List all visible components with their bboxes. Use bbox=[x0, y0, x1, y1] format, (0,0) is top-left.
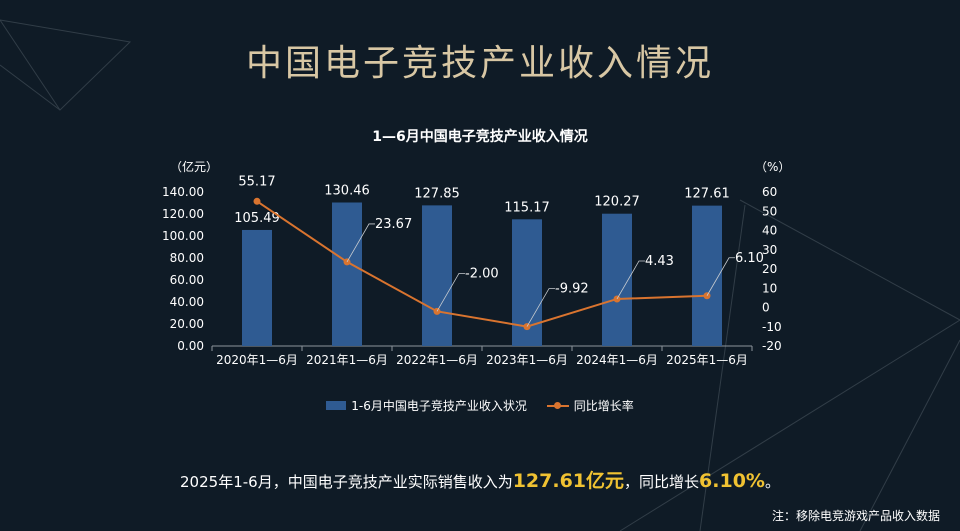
legend-label-revenue: 1-6月中国电子竞技产业收入状况 bbox=[351, 399, 527, 413]
summary-rate: 6.10% bbox=[699, 470, 765, 492]
y2-tick-label: 40 bbox=[762, 224, 777, 238]
x-tick-label: 2024年1—6月 bbox=[576, 353, 658, 367]
y2-tick-label: 10 bbox=[762, 281, 777, 295]
growth-value-label: 23.67 bbox=[375, 217, 412, 232]
summary-prefix: 2025年1-6月，中国电子竞技产业实际销售收入为 bbox=[180, 473, 513, 491]
y-tick-label: 100.00 bbox=[162, 229, 204, 243]
bar bbox=[692, 205, 722, 346]
y2-tick-label: 30 bbox=[762, 243, 777, 257]
growth-leader-line bbox=[346, 223, 375, 263]
bar bbox=[422, 205, 452, 346]
y2-tick-label: -10 bbox=[762, 320, 782, 334]
bar-value-label: 127.85 bbox=[414, 186, 460, 201]
growth-value-label: -9.92 bbox=[555, 282, 589, 297]
bar-value-label: 127.61 bbox=[684, 187, 730, 202]
footnote: 注：移除电竞游戏产品收入数据 bbox=[771, 509, 940, 523]
growth-value-label: -2.00 bbox=[465, 266, 499, 281]
x-tick-label: 2021年1—6月 bbox=[306, 353, 388, 367]
y-axis-left-unit: （亿元） bbox=[170, 160, 219, 174]
bar bbox=[602, 213, 632, 346]
summary-suffix: 。 bbox=[764, 473, 780, 491]
growth-value-label: 4.43 bbox=[645, 254, 674, 269]
bar-value-label: 130.46 bbox=[324, 183, 370, 198]
growth-value-label: 55.17 bbox=[238, 174, 275, 189]
y2-tick-label: 20 bbox=[762, 262, 777, 276]
y-tick-label: 40.00 bbox=[170, 295, 204, 309]
growth-line bbox=[256, 200, 708, 328]
summary-value: 127.61亿元 bbox=[512, 470, 625, 492]
summary-mid: ，同比增长 bbox=[624, 473, 700, 491]
y-tick-label: 60.00 bbox=[170, 273, 204, 287]
y-tick-label: 120.00 bbox=[162, 207, 204, 221]
bar-value-label: 105.49 bbox=[234, 211, 280, 226]
x-tick-label: 2023年1—6月 bbox=[486, 353, 568, 367]
page-title: 中国电子竞技产业收入情况 bbox=[245, 43, 714, 84]
legend-item-growth: 同比增长率 bbox=[546, 397, 634, 414]
bar bbox=[242, 229, 272, 346]
legend-item-revenue: 1-6月中国电子竞技产业收入状况 bbox=[326, 397, 527, 414]
y-tick-label: 80.00 bbox=[170, 251, 204, 265]
x-tick-label: 2020年1—6月 bbox=[216, 353, 298, 367]
growth-leader-line bbox=[526, 288, 555, 327]
y2-tick-label: 0 bbox=[762, 301, 770, 315]
y-tick-label: 20.00 bbox=[170, 317, 204, 331]
growth-leader-line bbox=[616, 260, 645, 300]
growth-point bbox=[253, 197, 261, 205]
y2-tick-label: 50 bbox=[762, 204, 777, 218]
legend-swatch-bar bbox=[326, 401, 347, 410]
bar-value-label: 115.17 bbox=[504, 200, 550, 215]
summary-text: 2025年1-6月，中国电子竞技产业实际销售收入为127.61亿元，同比增长6.… bbox=[0, 466, 960, 493]
growth-leader-line bbox=[706, 257, 735, 296]
y2-tick-label: 60 bbox=[762, 185, 777, 199]
y2-tick-label: -20 bbox=[762, 339, 782, 353]
x-tick-label: 2025年1—6月 bbox=[666, 353, 748, 367]
legend-label-growth: 同比增长率 bbox=[573, 399, 634, 413]
chart-title: 1—6月中国电子竞技产业收入情况 bbox=[372, 129, 588, 145]
growth-value-label: 6.10 bbox=[735, 251, 764, 266]
growth-leader-line bbox=[436, 272, 465, 312]
bar-value-label: 120.27 bbox=[594, 195, 640, 210]
y-tick-label: 0.00 bbox=[177, 339, 204, 353]
chart-legend: 1-6月中国电子竞技产业收入状况 同比增长率 bbox=[0, 397, 960, 414]
y-tick-label: 140.00 bbox=[162, 185, 204, 199]
legend-swatch-line bbox=[546, 401, 569, 410]
bar bbox=[332, 202, 362, 346]
y-axis-right-unit: （%） bbox=[755, 160, 791, 174]
x-tick-label: 2022年1—6月 bbox=[396, 353, 478, 367]
